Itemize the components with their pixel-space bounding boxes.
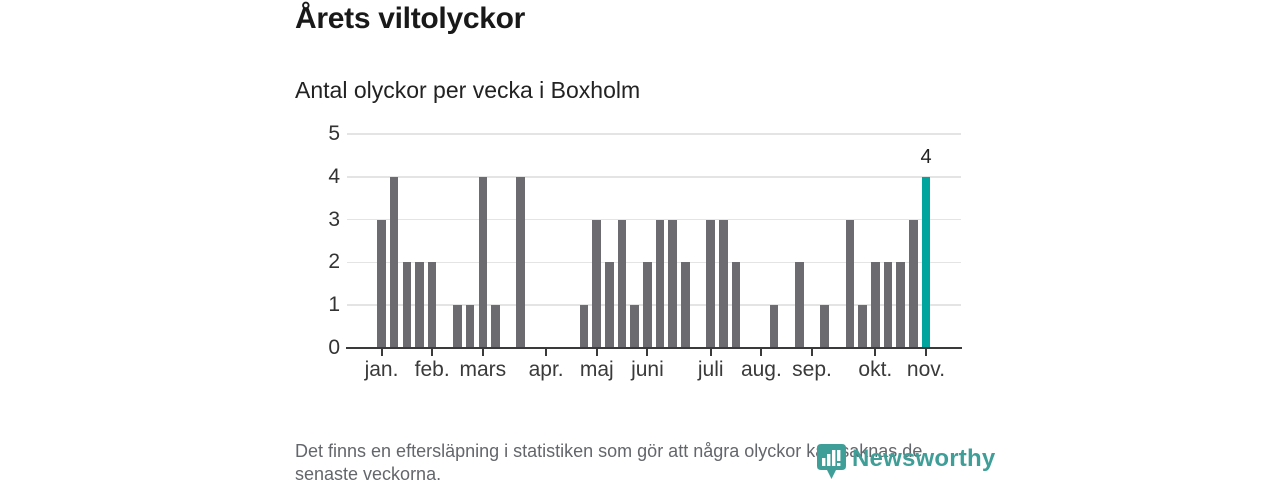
x-axis-tick-juli — [709, 349, 712, 356]
bar-week — [795, 262, 804, 348]
bar-week — [706, 219, 716, 348]
y-axis-label-1: 1 — [328, 293, 340, 317]
bar-week — [681, 262, 690, 348]
bar-week — [377, 219, 386, 348]
bar-week — [883, 262, 893, 348]
bar-week — [465, 305, 475, 348]
x-axis-label-aug: aug. — [740, 358, 782, 381]
bar-week — [605, 262, 614, 348]
x-axis-tick-apr — [545, 349, 548, 356]
bar-week — [427, 262, 437, 348]
bar-week — [643, 262, 652, 348]
gridline-y-1 — [347, 304, 961, 306]
plot-area: 0 1 2 3 4 5 jan. feb. mars apr. maj juni juli aug. sep… — [328, 122, 962, 381]
gridline-y-2 — [347, 261, 961, 264]
y-axis-label-5: 5 — [328, 122, 340, 145]
x-axis-line — [346, 346, 962, 349]
x-axis-tick-jan — [380, 349, 383, 356]
bar-week — [655, 219, 665, 348]
x-axis-label-mars: mars — [459, 358, 507, 381]
x-axis-label-okt: okt. — [858, 358, 893, 381]
bar-week — [820, 305, 829, 348]
bar-week — [858, 305, 867, 348]
x-axis-label-nov: nov. — [906, 358, 946, 381]
bar-week — [402, 262, 412, 348]
bar-week — [668, 219, 678, 348]
y-axis-label-3: 3 — [328, 207, 340, 231]
x-axis-tick-sep — [811, 349, 814, 356]
x-axis-label-juni: juni — [631, 358, 664, 381]
bar-week — [579, 305, 589, 348]
bar-week — [415, 262, 424, 348]
bar-week — [491, 305, 500, 348]
highlight-value-label: 4 — [920, 145, 932, 168]
x-axis-tick-nov — [925, 349, 927, 356]
x-axis-tick-maj — [595, 349, 598, 356]
bar-week — [719, 219, 728, 348]
bar-week — [478, 176, 488, 348]
bar-week — [871, 262, 880, 348]
bar-week — [896, 262, 905, 348]
bar-week — [769, 305, 779, 348]
bar-week — [592, 219, 602, 348]
chart-subtitle: Antal olyckor per vecka i Boxholm — [295, 77, 641, 103]
y-axis-label-4: 4 — [328, 164, 340, 188]
x-axis-tick-okt — [874, 349, 877, 356]
x-axis-tick-feb — [431, 349, 434, 356]
bar-week-highlighted — [921, 176, 931, 348]
gridline-y-4 — [347, 176, 961, 178]
bar-week — [617, 219, 627, 348]
footer-note: Det finns en eftersläpning i statistiken… — [295, 441, 923, 480]
x-axis-label-sep: sep. — [792, 358, 832, 381]
chart-title: Årets viltolyckor — [295, 2, 525, 35]
bar-week — [731, 262, 741, 348]
x-axis-tick-aug — [760, 349, 763, 356]
bar-week — [453, 305, 462, 348]
y-axis-label-2: 2 — [328, 250, 340, 274]
x-axis-label-juli: juli — [697, 358, 724, 381]
x-axis-label-maj: maj — [579, 358, 614, 381]
newsworthy-logo: Newsworthy — [816, 443, 995, 480]
x-axis-tick-juni — [646, 349, 649, 356]
x-axis-label-feb: feb. — [414, 358, 450, 381]
bar-week — [389, 176, 399, 348]
newsworthy-wordmark: Newsworthy — [852, 445, 996, 472]
x-axis-label-apr: apr. — [528, 358, 564, 381]
bar-week — [845, 219, 855, 348]
bar-week — [630, 305, 640, 348]
gridline-y-5 — [347, 133, 961, 135]
newsworthy-pennant-barchart-icon — [817, 444, 846, 479]
gridline-y-3 — [347, 218, 961, 221]
bar-week — [909, 219, 918, 348]
x-axis-label-jan: jan. — [364, 358, 399, 381]
y-axis-label-0: 0 — [328, 336, 340, 359]
x-axis-tick-mars — [481, 349, 484, 356]
bar-week — [516, 176, 526, 348]
